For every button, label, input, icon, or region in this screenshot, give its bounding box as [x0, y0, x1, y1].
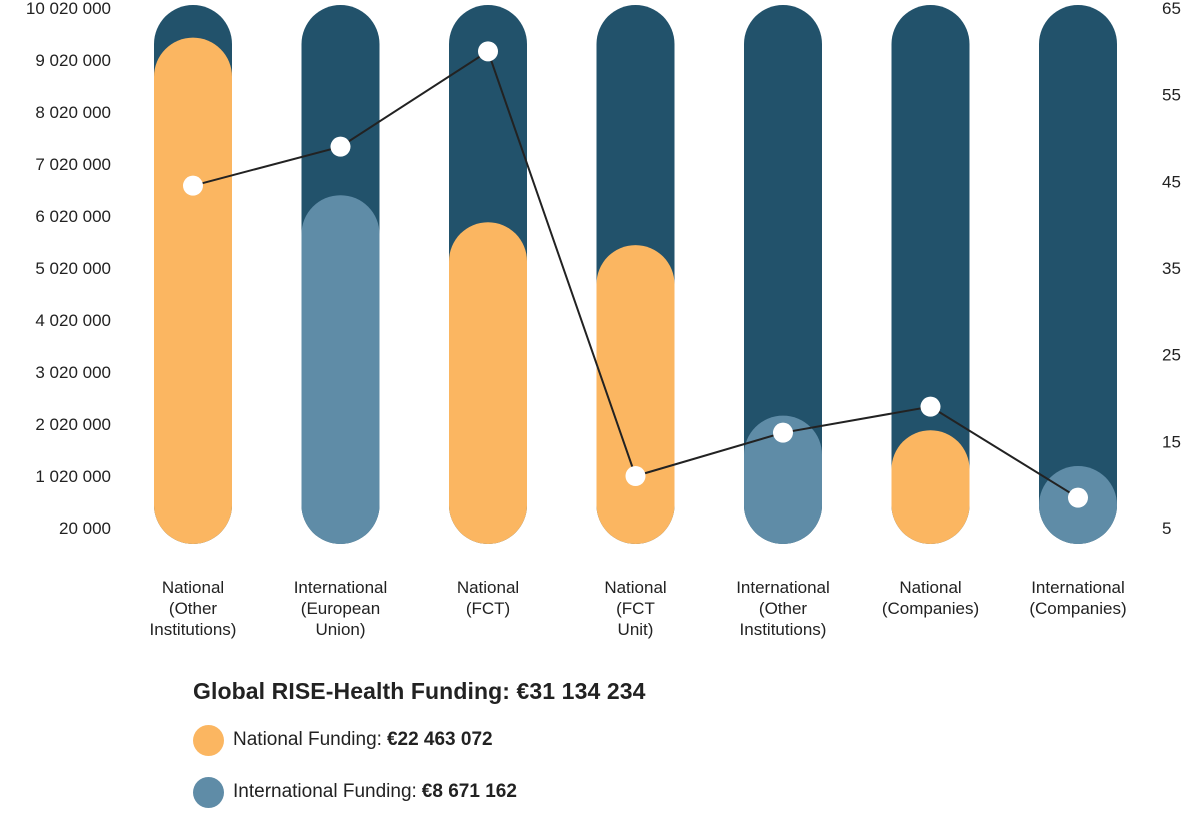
bar-value [154, 37, 232, 544]
category-label: International (European Union) [294, 578, 388, 639]
left-axis-tick-label: 4 020 000 [35, 311, 111, 330]
bar-value [449, 222, 527, 545]
count-point [478, 41, 498, 62]
left-axis: 20 000 1 020 000 2 020 000 3 020 000 4 020 0… [26, 0, 111, 538]
left-axis-tick-label: 9 020 000 [35, 51, 111, 70]
category-label: National (FCT Unit) [604, 578, 666, 639]
category-labels: National (Other Institutions) International… [150, 578, 1127, 639]
count-point [1068, 487, 1088, 508]
left-axis-tick-label: 7 020 000 [35, 155, 111, 174]
bar-value [301, 195, 380, 544]
left-axis-tick-label: 6 020 000 [35, 207, 111, 226]
right-axis-tick-label: 65 [1162, 0, 1181, 18]
right-axis-tick-label: 35 [1162, 259, 1181, 278]
right-axis-tick-label: 25 [1162, 346, 1181, 365]
right-axis-tick-label: 45 [1162, 172, 1181, 191]
count-point [773, 422, 793, 443]
right-axis-tick-label: 15 [1162, 432, 1181, 451]
category-label: National (FCT) [457, 578, 519, 618]
left-axis-tick-label: 2 020 000 [35, 415, 111, 434]
category-label: National (Other Institutions) [150, 578, 237, 639]
right-axis-tick-label: 5 [1162, 519, 1171, 538]
count-point [330, 136, 351, 157]
legend-amount: €22 463 072 [386, 729, 493, 750]
category-label: International (Companies) [1029, 578, 1126, 618]
bar-track [744, 5, 822, 544]
summary-title: Global RISE-Health Funding: €31 134 234 [193, 678, 646, 704]
legend-item-international: International Funding: €8 671 162 [193, 776, 646, 808]
international-swatch-icon [193, 776, 224, 808]
legend-amount: €8 671 162 [421, 781, 517, 802]
bar-track [1039, 5, 1117, 544]
left-axis-tick-label: 5 020 000 [35, 259, 111, 278]
right-axis: 5 15 25 35 45 55 65 [1162, 0, 1181, 538]
legend-label: International Funding: [233, 781, 417, 802]
right-axis-tick-label: 55 [1162, 86, 1181, 105]
funding-summary: Global RISE-Health Funding: €31 134 234 … [193, 678, 646, 829]
bar-value [891, 430, 970, 544]
national-swatch-icon [193, 724, 224, 756]
left-axis-tick-label: 3 020 000 [35, 363, 111, 382]
left-axis-tick-label: 20 000 [59, 519, 111, 538]
category-label: National (Companies) [882, 578, 979, 618]
count-line-series [183, 41, 1088, 508]
count-point [183, 175, 203, 196]
left-axis-tick-label: 1 020 000 [35, 467, 111, 486]
count-point [625, 466, 646, 486]
legend-label: National Funding: [233, 729, 382, 750]
bars [154, 5, 1117, 545]
category-label: International (Other Institutions) [736, 578, 830, 639]
left-axis-tick-label: 8 020 000 [35, 103, 111, 122]
count-point [920, 396, 941, 417]
legend-item-national: National Funding: €22 463 072 [193, 724, 646, 756]
bar-value [744, 415, 822, 544]
left-axis-tick-label: 10 020 000 [26, 0, 111, 18]
funding-chart: 20 000 1 020 000 2 020 000 3 020 000 4 020 0… [26, 0, 1181, 639]
